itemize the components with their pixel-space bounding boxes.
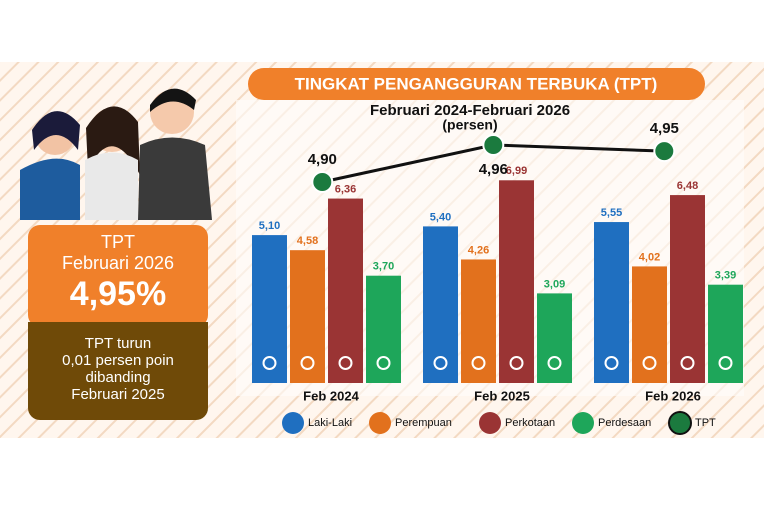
bar bbox=[423, 226, 458, 383]
panel-note-line: 0,01 persen poin bbox=[62, 352, 174, 369]
bar-icon bbox=[433, 356, 448, 370]
legend-swatch bbox=[572, 412, 594, 434]
bar-icon bbox=[718, 356, 733, 370]
panel-highlight bbox=[28, 225, 208, 327]
bar bbox=[632, 266, 667, 383]
bar-icon bbox=[262, 356, 277, 370]
bar-icon bbox=[547, 356, 562, 370]
legend-swatch bbox=[369, 412, 391, 434]
legend-swatch bbox=[479, 412, 501, 434]
value-label: 5,40 bbox=[430, 211, 451, 223]
x-tick-label: Feb 2024 bbox=[303, 388, 359, 403]
bar-icon bbox=[604, 356, 619, 370]
bar bbox=[499, 180, 534, 383]
value-label: 4,26 bbox=[468, 244, 489, 256]
bar-icon bbox=[471, 356, 486, 370]
value-label: 5,10 bbox=[259, 220, 280, 232]
bar bbox=[461, 259, 496, 383]
title-pill bbox=[248, 68, 705, 100]
value-label: 3,39 bbox=[715, 270, 736, 282]
chart-title: TINGKAT PENGANGGURAN TERBUKA (TPT) bbox=[295, 74, 658, 93]
chart-subtitle: Februari 2024-Februari 2026 bbox=[370, 102, 570, 119]
tpt-marker bbox=[482, 133, 505, 156]
panel-note-line: dibanding bbox=[85, 369, 150, 386]
x-tick-label: Feb 2026 bbox=[645, 388, 701, 403]
panel-period: Februari 2026 bbox=[62, 253, 174, 273]
value-label: 5,55 bbox=[601, 207, 622, 219]
value-label: 6,99 bbox=[506, 165, 527, 177]
people-illustration bbox=[20, 88, 212, 220]
value-label: 6,48 bbox=[677, 180, 698, 192]
value-label: 3,70 bbox=[373, 261, 394, 273]
x-tick-label: Feb 2025 bbox=[474, 388, 530, 403]
bar-icon bbox=[300, 356, 315, 370]
bar-icon bbox=[680, 356, 695, 370]
panel-label: TPT bbox=[101, 232, 135, 252]
legend-label: Perempuan bbox=[395, 417, 452, 429]
panel-note-box bbox=[28, 322, 208, 420]
tpt-label: 4,95 bbox=[650, 120, 679, 137]
panel-note-joint bbox=[28, 322, 208, 336]
bar bbox=[594, 222, 629, 383]
value-label: 3,09 bbox=[544, 278, 565, 290]
value-label: 6,36 bbox=[335, 183, 356, 195]
legend-label: TPT bbox=[695, 417, 716, 429]
bar-icon bbox=[338, 356, 353, 370]
bar bbox=[252, 235, 287, 383]
unit-label: (persen) bbox=[442, 117, 497, 133]
value-label: 4,02 bbox=[639, 251, 660, 263]
tpt-label: 4,96 bbox=[479, 161, 508, 178]
bar bbox=[670, 195, 705, 383]
tpt-marker bbox=[311, 171, 334, 193]
legend-swatch bbox=[282, 412, 304, 434]
bar bbox=[290, 250, 325, 383]
bar bbox=[328, 198, 363, 383]
legend-swatch bbox=[668, 411, 692, 435]
bar-icon bbox=[376, 356, 391, 370]
bar-icon bbox=[642, 356, 657, 370]
value-label: 4,58 bbox=[297, 235, 318, 247]
bar bbox=[366, 275, 401, 383]
legend-label: Perkotaan bbox=[505, 417, 555, 429]
panel-note-line: Februari 2025 bbox=[71, 386, 164, 403]
bar-icon bbox=[509, 356, 524, 370]
tpt-label: 4,90 bbox=[308, 151, 337, 168]
panel-note-line: TPT turun bbox=[85, 335, 151, 352]
bar bbox=[708, 284, 743, 383]
panel-value: 4,95% bbox=[70, 275, 166, 313]
tpt-marker bbox=[653, 140, 676, 163]
legend-label: Perdesaan bbox=[598, 417, 651, 429]
legend-label: Laki-Laki bbox=[308, 417, 352, 429]
